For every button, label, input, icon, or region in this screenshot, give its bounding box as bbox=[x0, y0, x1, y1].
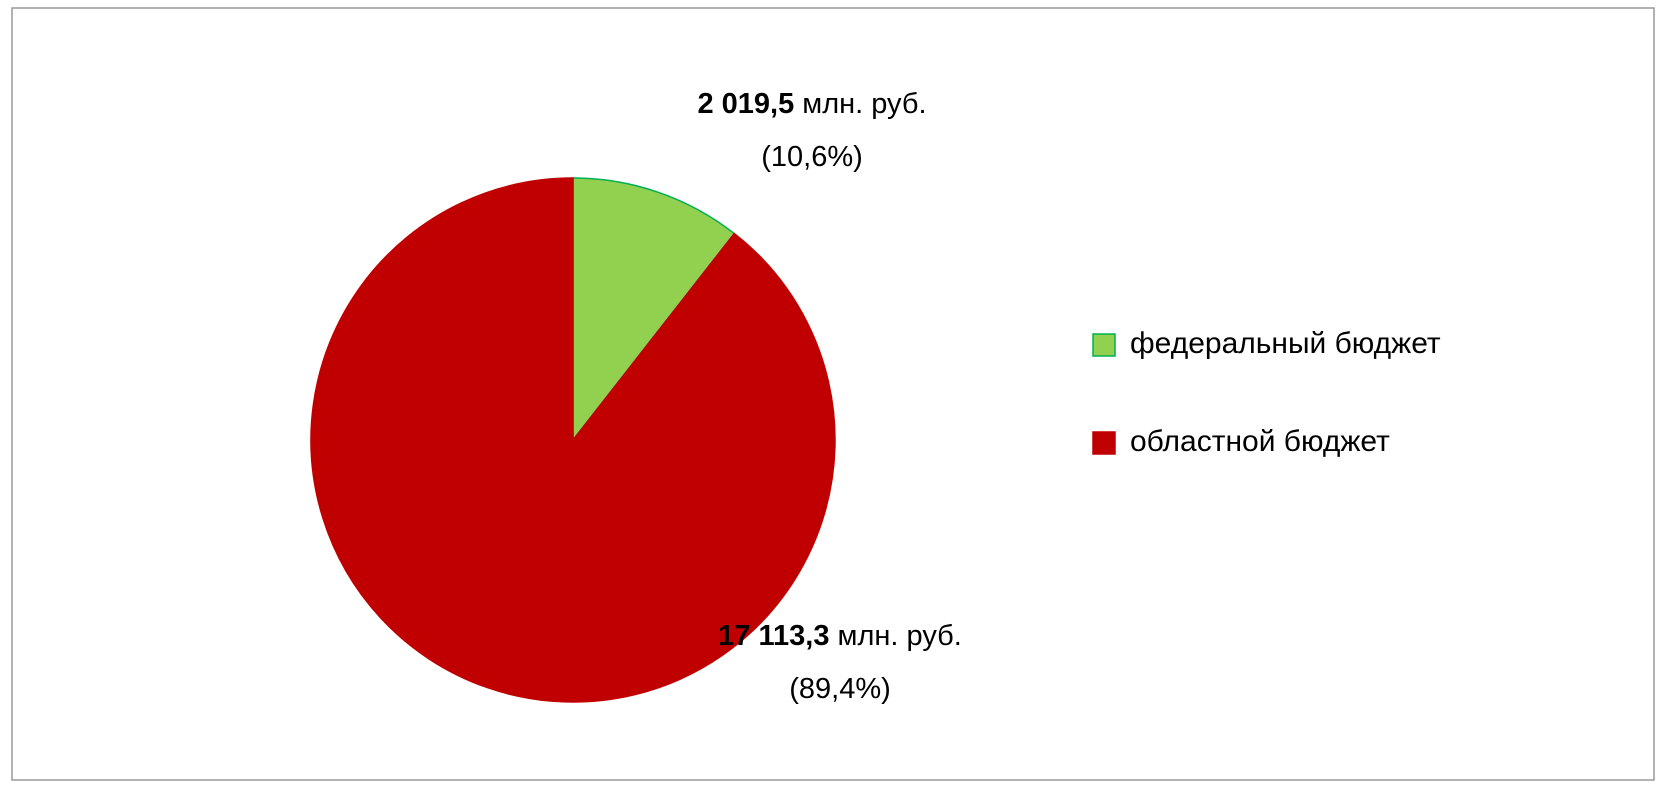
data-label-value: 2 019,5 bbox=[697, 88, 795, 120]
data-label: 2 019,5 млн. руб. (10,6%) bbox=[662, 78, 962, 184]
chart-border bbox=[11, 7, 1655, 781]
data-label: 17 113,3 млн. руб. (89,4%) bbox=[715, 610, 965, 716]
legend-label: областной бюджет bbox=[1130, 425, 1390, 458]
data-label-percent: (10,6%) bbox=[761, 141, 863, 173]
data-label-percent: (89,4%) bbox=[789, 673, 891, 705]
legend-swatch bbox=[1092, 333, 1116, 357]
data-label-value: 17 113,3 bbox=[718, 620, 830, 652]
pie-slice bbox=[572, 177, 736, 443]
legend-label: федеральный бюджет bbox=[1130, 327, 1441, 360]
data-label-unit: млн. руб. bbox=[837, 620, 962, 652]
legend-swatch bbox=[1092, 431, 1116, 455]
pie-slice bbox=[310, 177, 836, 703]
data-label-unit: млн. руб. bbox=[802, 88, 927, 120]
